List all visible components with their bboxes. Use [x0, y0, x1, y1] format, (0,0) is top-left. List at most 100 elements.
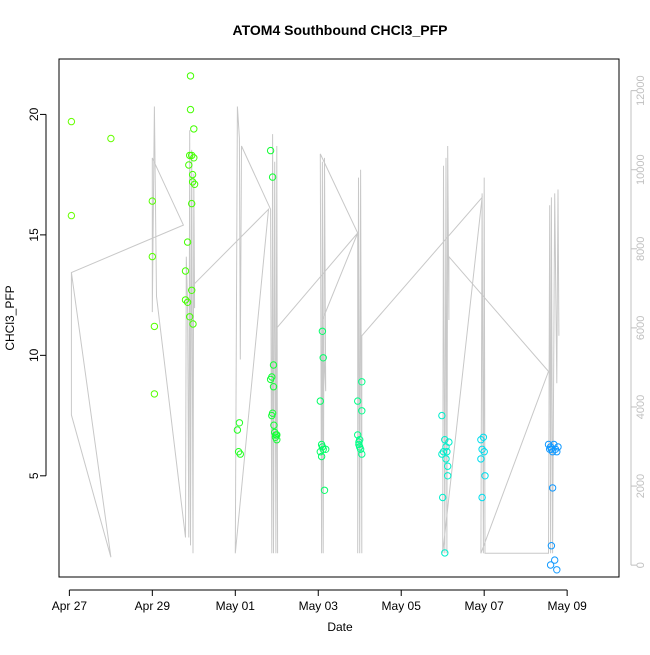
y2-tick-label: 10000: [635, 154, 647, 185]
x-tick-label: May 03: [299, 599, 339, 613]
data-point-11: [185, 161, 193, 169]
data-point-78: [478, 493, 486, 502]
x-tick-label: May 07: [465, 599, 505, 613]
data-point-15: [186, 105, 195, 114]
data-point-6: [150, 390, 159, 398]
data-point-61: [358, 378, 366, 386]
chart-title: ATOM4 Southbound CHCl3_PFP: [233, 22, 448, 38]
data-point-22: [190, 180, 199, 189]
data-point-8: [181, 296, 190, 304]
data-point-24: [189, 320, 197, 328]
series-line-1: [70, 106, 560, 558]
data-point-41: [273, 436, 281, 444]
axis-layer: Apr 27 Apr 29 May 01 May 03 May 05 May 07 May …: [27, 75, 647, 613]
data-point-29: [266, 146, 275, 155]
data-point-76: [478, 445, 486, 453]
data-point-87: [550, 440, 558, 449]
data-point-16: [188, 199, 196, 208]
data-point-36: [268, 409, 277, 417]
data-point-58: [356, 445, 365, 453]
y2-tick-label: 8000: [635, 237, 647, 261]
line-layer: [70, 106, 560, 558]
data-point-57: [356, 436, 364, 444]
data-point-23: [188, 286, 196, 294]
data-point-91: [546, 561, 555, 569]
data-point-21: [190, 154, 198, 162]
data-point-67: [441, 436, 449, 444]
data-point-65: [439, 493, 447, 502]
data-point-54: [354, 431, 362, 439]
data-point-18: [188, 170, 197, 179]
data-point-80: [480, 448, 488, 456]
data-point-12: [186, 313, 194, 321]
data-point-13: [186, 151, 194, 160]
x-tick-label: May 09: [547, 599, 587, 613]
data-point-81: [481, 472, 489, 480]
data-point-62: [355, 440, 363, 449]
data-point-3: [148, 197, 157, 205]
data-point-68: [441, 549, 449, 557]
data-point-92: [547, 542, 556, 550]
data-point-30: [268, 173, 277, 181]
y2-tick-label: 2000: [635, 474, 647, 498]
data-point-9: [183, 238, 192, 246]
data-point-34: [269, 383, 278, 391]
x-tick-label: Apr 29: [135, 599, 171, 613]
y-tick-label: 5: [27, 472, 41, 479]
data-point-46: [319, 354, 327, 362]
data-point-20: [190, 125, 198, 133]
y-axis-label: CHCl3_PFP: [3, 285, 17, 350]
y-tick-label: 15: [27, 228, 41, 242]
data-point-69: [442, 455, 450, 463]
y2-tick-label: 0: [635, 562, 647, 568]
x-axis-label: Date: [327, 620, 353, 634]
y2-tick-label: 6000: [635, 316, 647, 340]
data-point-95: [553, 566, 561, 574]
data-point-52: [322, 445, 330, 453]
data-point-45: [318, 327, 327, 335]
y2-tick-label: 4000: [635, 395, 647, 419]
x-tick-label: May 01: [216, 599, 256, 613]
y-tick-label: 20: [27, 107, 41, 121]
data-point-0: [67, 117, 76, 126]
x-tick-label: May 05: [382, 599, 422, 613]
data-point-89: [553, 448, 561, 456]
plot-frame: [58, 58, 620, 578]
y2-tick-label: 12000: [635, 75, 647, 106]
point-layer: [67, 72, 562, 574]
data-point-70: [443, 448, 451, 456]
data-point-71: [444, 472, 452, 480]
x-tick-label: Apr 27: [52, 599, 88, 613]
data-point-43: [316, 397, 324, 405]
data-point-1: [67, 211, 76, 220]
data-point-32: [268, 373, 276, 381]
data-point-27: [235, 419, 244, 427]
data-point-59: [358, 450, 366, 458]
data-point-2: [107, 134, 115, 143]
data-point-93: [548, 484, 557, 492]
data-point-63: [438, 411, 446, 420]
data-point-48: [317, 452, 326, 461]
data-point-28: [236, 450, 245, 458]
data-point-94: [551, 556, 559, 564]
data-point-19: [188, 178, 197, 186]
data-point-77: [477, 455, 485, 463]
data-point-10: [183, 298, 192, 306]
data-point-74: [444, 462, 452, 470]
data-point-37: [270, 421, 278, 429]
data-point-5: [150, 322, 159, 331]
data-point-7: [181, 267, 190, 275]
data-point-14: [186, 72, 195, 80]
data-point-25: [233, 426, 242, 434]
y-tick-label: 10: [27, 348, 41, 362]
data-point-53: [354, 397, 362, 405]
data-point-4: [148, 252, 157, 261]
data-point-50: [319, 445, 327, 453]
data-point-51: [320, 486, 329, 494]
data-point-33: [269, 361, 278, 369]
data-point-73: [442, 443, 450, 451]
data-point-60: [358, 407, 366, 415]
data-point-75: [477, 436, 485, 444]
